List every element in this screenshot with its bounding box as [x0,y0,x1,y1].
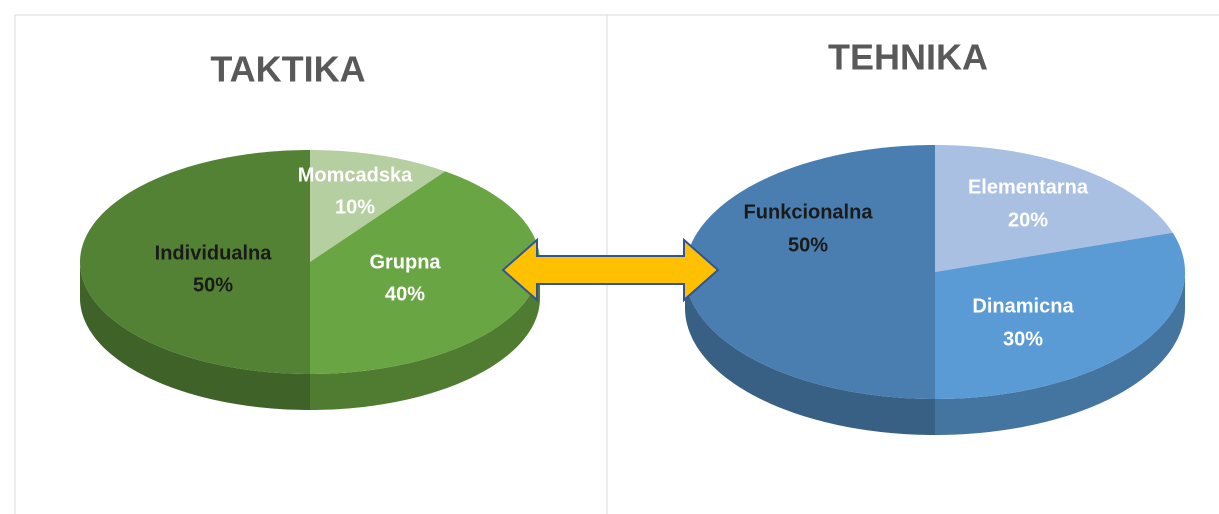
slice-value-label: 50% [788,234,828,256]
slice-side [80,262,310,410]
double-arrow [501,237,720,303]
slice-value-label: 30% [1003,328,1043,350]
slice-label: Dinamicna [972,295,1074,317]
slice-label: Elementarna [968,176,1089,198]
slice [310,150,446,262]
slice-side [310,262,540,410]
slice [935,145,1173,272]
slice [935,232,1185,399]
slice-value-label: 50% [193,274,233,296]
slice-label: Grupna [369,251,441,273]
slice-side [685,272,935,435]
slice-value-label: 20% [1008,209,1048,231]
slice [80,150,310,374]
chart-title: TEHNIKA [828,37,988,78]
slice [310,171,540,374]
slice-value-label: 40% [385,283,425,305]
slice-label: Momcadska [298,164,413,186]
slice-label: Funkcionalna [744,201,874,223]
slice-side [935,272,1185,435]
slice-value-label: 10% [335,196,375,218]
slice [685,145,935,399]
slice-label: Individualna [155,242,273,264]
chart-title: TAKTIKA [210,49,365,90]
